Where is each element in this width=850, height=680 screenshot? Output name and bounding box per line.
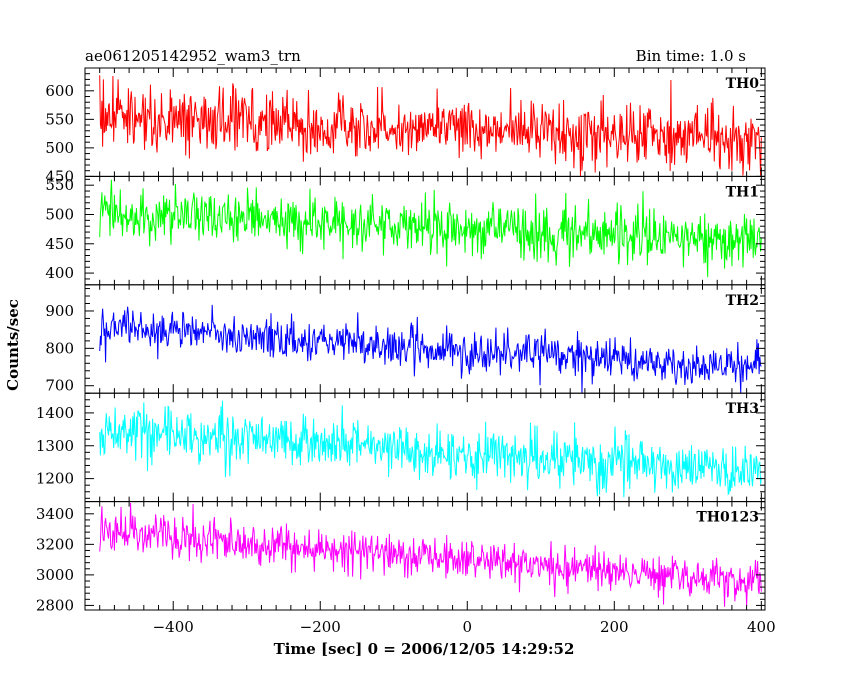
y-tick-label: 550: [45, 176, 74, 194]
panel-th3: 1200 1300 1400 TH3: [36, 392, 766, 503]
x-tick-label: −400: [153, 618, 194, 636]
panel-th0: 450 500 550 600 TH0: [45, 67, 766, 185]
y-tick-label: 800: [45, 339, 74, 357]
panel-th0123: 2800 3000 3200 3400 TH0123: [36, 501, 766, 614]
y-tick-label: 900: [45, 302, 74, 320]
panel-th1: 400 450 500 550 TH1: [45, 175, 766, 286]
y-tick-label: 3000: [36, 566, 74, 584]
y-tick-label: 3200: [36, 535, 74, 553]
series-line-th2: [99, 304, 762, 394]
y-tick-label: 400: [45, 264, 74, 282]
series-line-th3: [99, 400, 762, 498]
panels-group: 450 500 550 600 TH0 400 450 500 550 TH1 700 800 900 T…: [36, 67, 766, 614]
panel-label: TH1: [726, 184, 759, 200]
panel-frame: [84, 501, 766, 611]
y-tick-label: 1400: [36, 404, 74, 422]
x-tick-label: 200: [600, 618, 629, 636]
x-axis-title: Time [sec] 0 = 2006/12/05 14:29:52: [274, 640, 575, 658]
panel-label: TH0123: [696, 510, 759, 526]
y-tick-label: 500: [45, 205, 74, 223]
y-tick-label: 450: [45, 167, 74, 185]
panel-label: TH2: [726, 293, 759, 309]
y-tick-label: 2800: [36, 596, 74, 614]
x-axis: −400 −200 0 200 400: [153, 618, 776, 636]
panel-label: TH3: [726, 401, 759, 417]
y-tick-label: 1200: [36, 470, 74, 488]
y-tick-label: 600: [45, 82, 74, 100]
observation-id-title: ae061205142952_wam3_trn: [85, 47, 301, 65]
y-tick-label: 500: [45, 139, 74, 157]
series-line-th0: [99, 75, 762, 177]
y-tick-label: 450: [45, 235, 74, 253]
y-tick-label: 1300: [36, 437, 74, 455]
y-axis-title: Counts/sec: [4, 299, 22, 391]
bin-time-label: Bin time: 1.0 s: [636, 47, 746, 65]
x-tick-label: 0: [462, 618, 472, 636]
panel-frame: [84, 284, 766, 394]
series-line-th1: [99, 179, 762, 278]
y-tick-label: 700: [45, 377, 74, 395]
x-tick-label: 400: [747, 618, 776, 636]
series-line-th0123: [99, 502, 762, 607]
panel-label: TH0: [726, 76, 760, 92]
x-tick-label: −200: [300, 618, 341, 636]
panel-th2: 700 800 900 TH2: [45, 284, 766, 395]
y-tick-label: 550: [45, 110, 74, 128]
y-tick-label: 3400: [36, 505, 74, 523]
